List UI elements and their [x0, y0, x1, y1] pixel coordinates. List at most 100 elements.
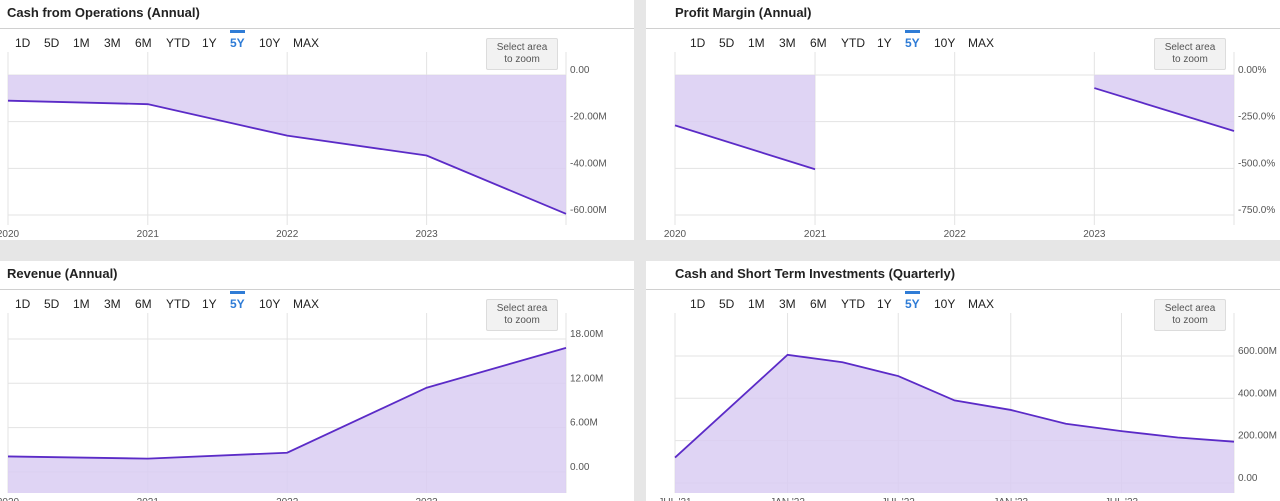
- area-fill: [675, 354, 1234, 493]
- chart-title: Revenue (Annual): [7, 266, 118, 281]
- range-1d-button[interactable]: 1D: [15, 36, 31, 50]
- y-tick-label: 0.00: [1238, 473, 1258, 484]
- range-10y-button[interactable]: 10Y: [259, 36, 281, 50]
- range-6m-button[interactable]: 6M: [135, 297, 152, 311]
- area-fill: [8, 75, 566, 214]
- x-tick-label: 2023: [415, 229, 438, 240]
- y-tick-label: -500.0%: [1238, 158, 1275, 169]
- select-area-zoom-button[interactable]: Select area to zoom: [1154, 299, 1226, 331]
- range-5y-button[interactable]: 5Y: [230, 30, 245, 50]
- range-ytd-button[interactable]: YTD: [841, 297, 865, 311]
- series-line: [674, 353, 1235, 459]
- y-tick-label: 600.00M: [1238, 346, 1277, 357]
- range-5y-button[interactable]: 5Y: [905, 291, 920, 311]
- zoom-label-line2: to zoom: [504, 315, 540, 326]
- range-5d-button[interactable]: 5D: [44, 36, 60, 50]
- range-10y-button[interactable]: 10Y: [259, 297, 281, 311]
- range-ytd-button[interactable]: YTD: [166, 297, 190, 311]
- area-fill: [1094, 75, 1234, 131]
- x-tick-label: JAN '22: [770, 497, 805, 501]
- zoom-label-line2: to zoom: [1172, 54, 1208, 65]
- range-6m-button[interactable]: 6M: [810, 36, 827, 50]
- y-tick-label: 0.00: [570, 462, 590, 473]
- range-1d-button[interactable]: 1D: [690, 297, 706, 311]
- range-max-button[interactable]: MAX: [968, 36, 995, 50]
- y-tick-label: -250.0%: [1238, 112, 1275, 123]
- zoom-label-line1: Select area: [496, 42, 548, 53]
- x-tick-label: JAN '23: [993, 497, 1028, 501]
- range-1d-button[interactable]: 1D: [15, 297, 31, 311]
- range-1d-button[interactable]: 1D: [690, 36, 706, 50]
- range-10y-button[interactable]: 10Y: [934, 36, 956, 50]
- x-tick-label: JUL '21: [658, 497, 692, 501]
- y-tick-label: -20.00M: [570, 112, 607, 123]
- area-fill: [675, 75, 816, 170]
- cash-short-term-investments-chart[interactable]: JUL '21 JAN '22 JUL '22 JAN '23 JUL '23 600.0…: [646, 261, 1280, 501]
- profit-margin-chart[interactable]: 2020 2021 2022 2023 0.00% -250.0% -500.0% -750.…: [646, 0, 1280, 240]
- range-1y-button[interactable]: 1Y: [202, 297, 217, 311]
- zoom-label-line2: to zoom: [1172, 315, 1208, 326]
- select-area-zoom-button[interactable]: Select area to zoom: [1154, 38, 1226, 70]
- select-area-zoom-button[interactable]: Select area to zoom: [486, 38, 558, 70]
- range-3m-button[interactable]: 3M: [104, 297, 121, 311]
- range-5d-button[interactable]: 5D: [719, 36, 735, 50]
- range-max-button[interactable]: MAX: [968, 297, 995, 311]
- range-1y-button[interactable]: 1Y: [202, 36, 217, 50]
- x-tick-label: 2020: [0, 497, 20, 501]
- chart-title: Profit Margin (Annual): [675, 5, 812, 20]
- range-3m-button[interactable]: 3M: [779, 297, 796, 311]
- title-divider: [0, 289, 634, 290]
- zoom-label-line1: Select area: [1164, 42, 1216, 53]
- range-max-button[interactable]: MAX: [293, 297, 320, 311]
- range-6m-button[interactable]: 6M: [135, 36, 152, 50]
- y-tick-label: 18.00M: [570, 329, 603, 340]
- y-tick-label: 6.00M: [570, 418, 598, 429]
- title-divider: [646, 289, 1280, 290]
- range-max-button[interactable]: MAX: [293, 36, 320, 50]
- x-tick-label: JUL '23: [1105, 497, 1139, 501]
- chart-title: Cash from Operations (Annual): [7, 5, 200, 20]
- profit-margin-panel: Profit Margin (Annual) 1D 5D 1M 3M 6M YTD 1Y 5Y…: [646, 0, 1280, 240]
- title-divider: [0, 28, 634, 29]
- title-divider: [646, 28, 1280, 29]
- range-1m-button[interactable]: 1M: [748, 36, 765, 50]
- range-1m-button[interactable]: 1M: [748, 297, 765, 311]
- x-tick-label: 2021: [137, 229, 160, 240]
- y-tick-label: 400.00M: [1238, 388, 1277, 399]
- y-tick-label: -40.00M: [570, 158, 607, 169]
- range-5d-button[interactable]: 5D: [44, 297, 60, 311]
- range-3m-button[interactable]: 3M: [104, 36, 121, 50]
- range-10y-button[interactable]: 10Y: [934, 297, 956, 311]
- x-tick-label: JUL '22: [882, 497, 916, 501]
- x-tick-label: 2022: [944, 229, 967, 240]
- range-6m-button[interactable]: 6M: [810, 297, 827, 311]
- y-tick-label: 0.00%: [1238, 65, 1266, 76]
- y-tick-label: 0.00: [570, 65, 590, 76]
- range-5d-button[interactable]: 5D: [719, 297, 735, 311]
- range-3m-button[interactable]: 3M: [779, 36, 796, 50]
- series-line: [1094, 87, 1235, 132]
- x-tick-label: 2022: [276, 497, 299, 501]
- revenue-chart[interactable]: 2020 2021 2022 2023 18.00M 12.00M 6.00M 0.00: [0, 261, 634, 501]
- range-5y-button[interactable]: 5Y: [230, 291, 245, 311]
- range-5y-button[interactable]: 5Y: [905, 30, 920, 50]
- x-tick-label: 2023: [1083, 229, 1106, 240]
- area-fill: [8, 347, 566, 493]
- y-tick-label: 12.00M: [570, 373, 603, 384]
- range-1m-button[interactable]: 1M: [73, 297, 90, 311]
- range-ytd-button[interactable]: YTD: [166, 36, 190, 50]
- range-1m-button[interactable]: 1M: [73, 36, 90, 50]
- x-tick-label: 2020: [664, 229, 687, 240]
- zoom-label-line2: to zoom: [504, 54, 540, 65]
- cash-from-operations-chart[interactable]: 2020 2021 2022 2023 0.00 -20.00M -40.00M -60.00…: [0, 0, 634, 240]
- revenue-panel: Revenue (Annual) 1D 5D 1M 3M 6M YTD 1Y 5Y 10Y MAX…: [0, 261, 634, 501]
- cash-short-term-investments-panel: Cash and Short Term Investments (Quarter…: [646, 261, 1280, 501]
- range-ytd-button[interactable]: YTD: [841, 36, 865, 50]
- range-1y-button[interactable]: 1Y: [877, 36, 892, 50]
- select-area-zoom-button[interactable]: Select area to zoom: [486, 299, 558, 331]
- zoom-label-line1: Select area: [1164, 303, 1216, 314]
- x-tick-label: 2020: [0, 229, 20, 240]
- chart-title: Cash and Short Term Investments (Quarter…: [675, 266, 956, 281]
- range-1y-button[interactable]: 1Y: [877, 297, 892, 311]
- x-tick-label: 2023: [415, 497, 438, 501]
